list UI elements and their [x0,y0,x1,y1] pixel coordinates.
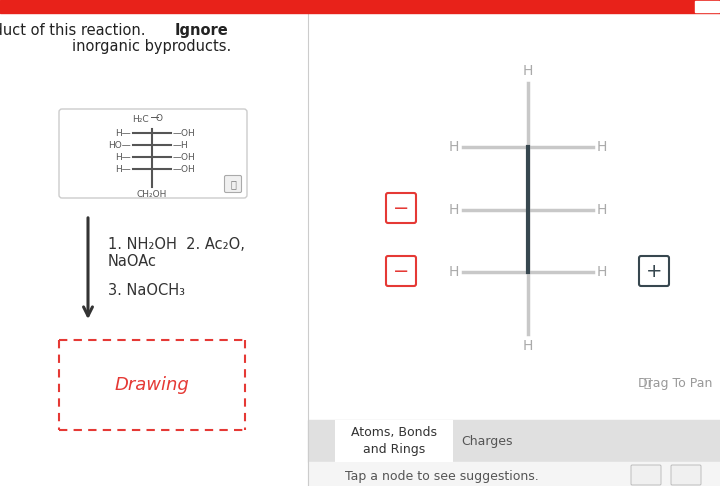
Text: HO—: HO— [108,140,131,150]
Text: Atoms, Bonds
and Rings: Atoms, Bonds and Rings [351,426,437,456]
Text: H—: H— [115,128,131,138]
Text: NaOAc: NaOAc [108,254,157,268]
Bar [0,0,720,13]
Text: −: − [393,261,409,280]
Text: Tap a node to see suggestions.: Tap a node to see suggestions. [345,469,539,483]
Text: —OH: —OH [173,164,196,174]
Text: 1. NH₂OH  2. Ac₂O,: 1. NH₂OH 2. Ac₂O, [108,237,245,251]
Bar [308,462,720,486]
Text: H: H [597,265,608,279]
Text: H: H [449,203,459,217]
Text: inorganic byproducts.: inorganic byproducts. [73,39,232,54]
Bar [695,1,719,12]
FancyBboxPatch shape [386,256,416,286]
FancyBboxPatch shape [631,465,661,485]
Text: ✋: ✋ [643,377,651,389]
Text: H: H [597,203,608,217]
FancyBboxPatch shape [335,420,453,462]
Text: Draw the product of this reaction.: Draw the product of this reaction. [0,23,150,38]
Text: —H: —H [173,140,189,150]
Text: ⌕: ⌕ [230,179,236,189]
Bar [308,420,720,462]
Text: H₂C: H₂C [132,115,149,123]
Text: —OH: —OH [173,128,196,138]
Text: H: H [449,265,459,279]
Text: +: + [646,261,662,280]
Text: H—: H— [115,153,131,161]
FancyBboxPatch shape [59,109,247,198]
FancyBboxPatch shape [225,175,241,192]
Text: H: H [523,64,534,78]
Text: −: − [393,198,409,218]
Bar [0,13,308,486]
Text: CH₂OH: CH₂OH [137,190,167,198]
Text: H: H [449,140,459,154]
Text: —OH: —OH [173,153,196,161]
Text: Charges: Charges [462,434,513,448]
Text: 3. NaOCH₃: 3. NaOCH₃ [108,282,185,297]
Text: H: H [597,140,608,154]
FancyBboxPatch shape [671,465,701,485]
Text: Ignore: Ignore [175,23,229,38]
Text: Drag To Pan: Drag To Pan [638,377,712,389]
Text: O: O [155,114,162,122]
FancyBboxPatch shape [386,193,416,223]
Text: H—: H— [115,164,131,174]
Bar [308,13,720,486]
Text: Drawing: Drawing [114,376,189,394]
Text: H: H [523,339,534,353]
FancyBboxPatch shape [639,256,669,286]
